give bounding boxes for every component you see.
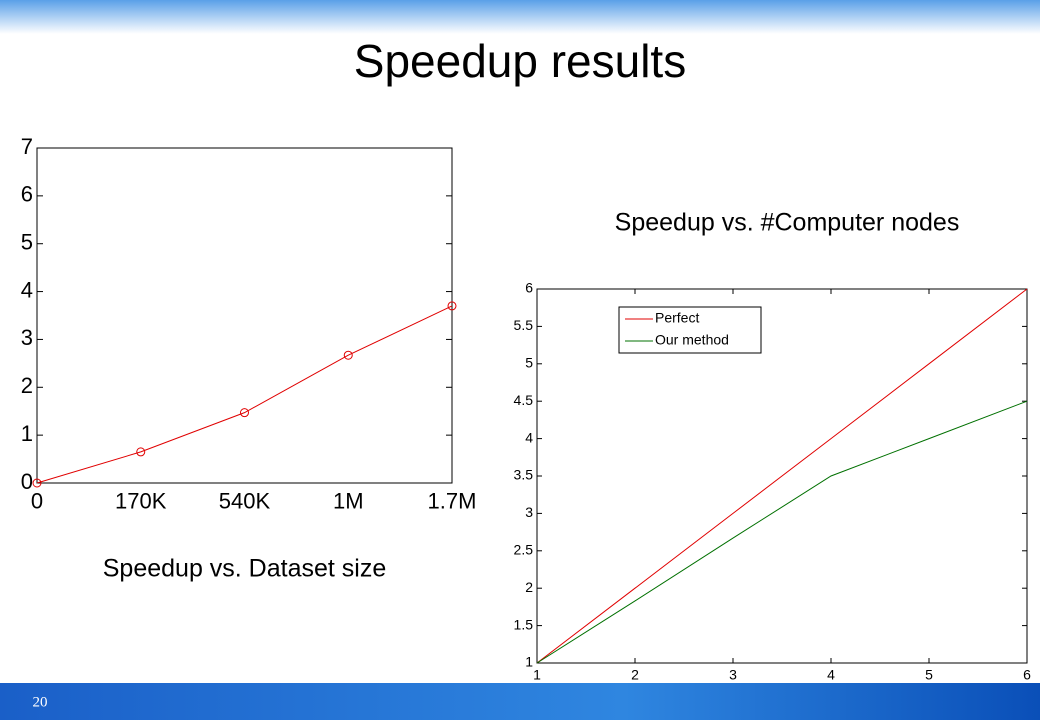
x-tick-label: 2 [631,666,639,682]
y-tick-label: 5 [525,355,533,371]
legend: Perfect Our method [618,306,762,354]
y-tick-label: 2.5 [514,542,534,558]
y-tick-label: 2 [525,579,533,595]
y-tick-label: 4.5 [514,392,534,408]
data-marker [240,408,249,418]
y-tick-label: 3 [21,325,33,350]
page-number: 20 [33,694,48,710]
y-tick-label: 5 [21,230,33,255]
data-line [536,400,1028,664]
bottom-banner [0,683,1040,720]
x-tick-label: 1M [333,489,364,514]
x-tick-label: 4 [827,666,835,682]
x-tick-label: 6 [1023,666,1031,682]
y-tick-label: 1 [21,421,33,446]
x-tick-label: 1 [533,666,541,682]
slide-title: Speedup results [354,35,686,87]
y-tick-label: 7 [21,134,33,159]
x-tick-label: 1.7M [428,489,477,514]
legend-label: Perfect [655,310,699,326]
legend-box [618,306,762,354]
x-tick-label: 170K [115,489,167,514]
data-line [36,305,453,484]
y-tick-label: 2 [21,373,33,398]
y-tick-label: 3.5 [514,467,534,483]
y-tick-label: 0 [21,469,33,494]
y-tick-label: 4 [525,429,533,445]
y-tick-label: 6 [525,280,533,296]
data-marker [343,350,353,360]
y-tick-label: 1.5 [514,616,534,632]
data-marker [136,447,146,457]
plot-frame [36,147,453,484]
data-line [536,288,1028,664]
data-marker [447,301,457,311]
y-tick-label: 3 [525,504,533,520]
y-tick-label: 1 [525,654,533,670]
top-banner [0,0,1040,34]
chart-title: Speedup vs. #Computer nodes [615,209,960,237]
y-tick-label: 6 [21,182,33,207]
chart-background [495,272,1040,683]
x-tick-label: 3 [729,666,737,682]
legend-label: Our method [655,332,729,348]
x-tick-label: 0 [31,489,43,514]
data-marker [32,478,42,488]
y-tick-label: 5.5 [514,317,534,333]
x-tick-label: 5 [925,666,933,682]
chart-caption: Speedup vs. Dataset size [103,555,387,583]
x-tick-label: 540K [219,489,271,514]
y-tick-label: 4 [21,277,33,302]
